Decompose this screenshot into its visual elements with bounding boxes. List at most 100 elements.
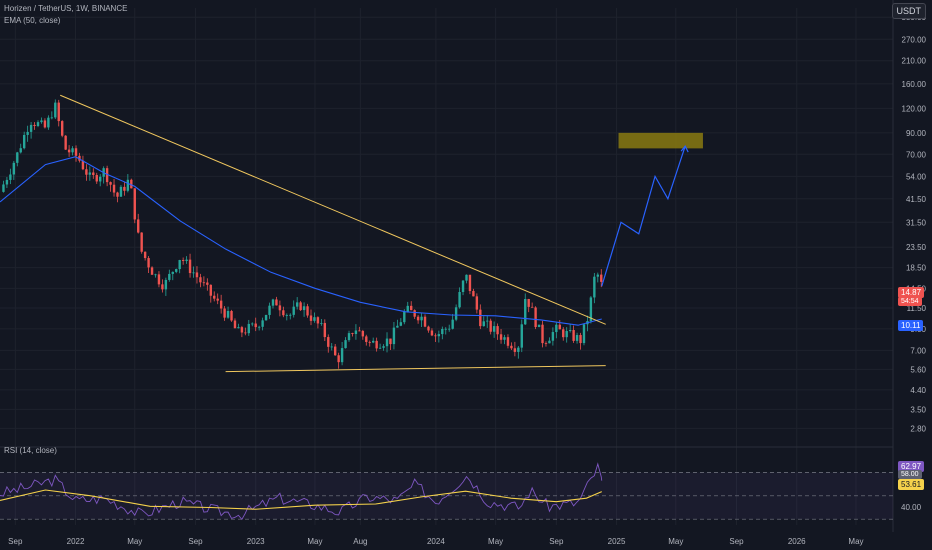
candle-body <box>582 324 586 344</box>
candle-body <box>133 188 136 220</box>
candle-body <box>154 274 157 276</box>
candle-body <box>289 314 292 316</box>
candle-body <box>16 152 19 163</box>
candle-body <box>282 310 285 316</box>
candle-body <box>565 331 568 338</box>
candle-body <box>416 316 420 321</box>
candle-body <box>354 330 358 335</box>
candle-body <box>33 124 36 126</box>
candle-body <box>482 321 485 327</box>
x-tick-label: Aug <box>353 537 367 546</box>
candle-body <box>541 324 544 344</box>
candle-body <box>434 335 437 337</box>
candle-body <box>534 307 537 328</box>
candle-body <box>489 320 492 332</box>
close-countdown-tag: 54:54 <box>898 297 922 306</box>
candle-body <box>268 305 271 315</box>
candle-body <box>213 295 216 299</box>
candle-body <box>123 186 126 191</box>
candle-body <box>548 340 551 344</box>
candle-body <box>116 192 119 197</box>
candle-body <box>410 305 413 311</box>
candle-body <box>430 330 434 336</box>
candle-body <box>140 232 143 252</box>
currency-button[interactable]: USDT <box>891 3 926 19</box>
target-zone-box <box>618 132 703 149</box>
candle-body <box>472 291 475 297</box>
candle-body <box>219 300 223 309</box>
candle-body <box>468 274 472 292</box>
candle-body <box>486 320 489 322</box>
y-tick-label: 70.00 <box>906 150 927 159</box>
candle-body <box>465 274 468 281</box>
time-axis[interactable]: Sep 2022 May Sep 2023 May Aug 2024 May Sep 2025 May… <box>8 537 863 546</box>
candle-body <box>188 259 192 274</box>
candle-body <box>36 122 40 126</box>
candle-body <box>26 131 29 135</box>
candle-body <box>164 279 168 290</box>
ema-series <box>0 156 602 326</box>
y-tick-label: 4.40 <box>910 386 926 395</box>
candle-body <box>216 298 219 301</box>
candle-body <box>175 269 178 272</box>
candle-body <box>396 325 399 328</box>
candle-body <box>192 272 195 274</box>
rsi-legend[interactable]: RSI (14, close) <box>4 446 57 455</box>
x-tick-label: 2026 <box>788 537 806 546</box>
candle-body <box>572 330 575 341</box>
candle-body <box>427 326 430 331</box>
candle-body <box>444 328 447 330</box>
candle-body <box>306 306 309 316</box>
y-tick-label: 54.00 <box>906 172 927 181</box>
candle-body <box>499 334 503 340</box>
candle-body <box>313 317 316 321</box>
candle-body <box>64 135 67 150</box>
y-tick-label: 7.00 <box>910 346 926 355</box>
candle-body <box>530 306 534 308</box>
candle-body <box>40 120 43 123</box>
candle-body <box>568 330 572 332</box>
candle-body <box>233 320 237 329</box>
candle-body <box>57 102 60 122</box>
candle-body <box>12 162 16 175</box>
candle-body <box>479 309 482 327</box>
rsi-level-label: 40.00 <box>901 503 922 512</box>
candle-body <box>171 271 174 274</box>
candle-body <box>209 284 212 296</box>
candle-body <box>327 337 330 347</box>
candle-body <box>309 315 313 321</box>
candle-body <box>50 117 54 119</box>
descending-resistance-line <box>60 94 606 325</box>
candle-body <box>88 172 92 175</box>
ema-legend[interactable]: EMA (50, close) <box>4 16 61 25</box>
candle-body <box>78 155 81 161</box>
candle-body <box>524 298 527 325</box>
x-tick-label: May <box>307 537 322 546</box>
x-tick-label: 2023 <box>247 537 265 546</box>
candle-body <box>278 305 282 311</box>
projection-path[interactable] <box>601 145 689 287</box>
rsi-panel <box>0 462 893 521</box>
rsi-ma-line <box>0 489 602 510</box>
candle-body <box>475 296 479 310</box>
candle-body <box>351 333 354 335</box>
candle-body <box>454 307 458 320</box>
y-tick-label: 3.50 <box>910 405 926 414</box>
price-axis[interactable]: 2.803.504.405.607.009.0011.5014.5018.502… <box>902 13 927 433</box>
candle-body <box>157 274 161 285</box>
x-tick-label: 2025 <box>608 537 626 546</box>
candle-body <box>537 324 541 328</box>
symbol-legend[interactable]: Horizen / TetherUS, 1W, BINANCE <box>4 4 128 13</box>
candle-body <box>316 317 320 324</box>
candle-body <box>230 310 233 321</box>
candle-body <box>19 148 22 153</box>
candle-body <box>67 149 71 153</box>
candle-body <box>22 134 26 149</box>
candle-body <box>461 280 465 293</box>
trendlines[interactable] <box>60 94 606 373</box>
y-tick-label: 23.50 <box>906 243 927 252</box>
candle-body <box>254 323 257 328</box>
y-tick-label: 160.00 <box>902 80 927 89</box>
candle-body <box>323 323 327 338</box>
